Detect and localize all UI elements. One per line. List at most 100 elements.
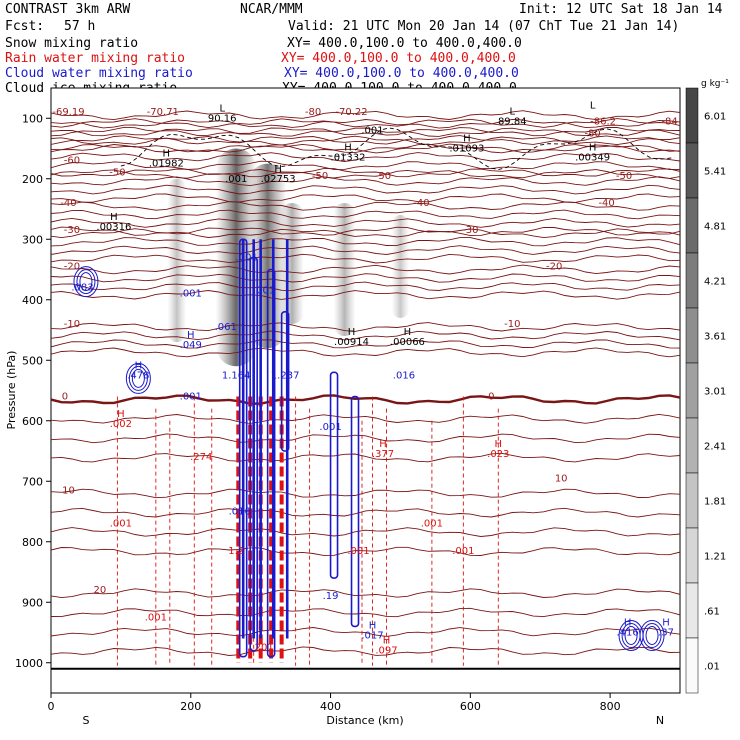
isotherm-label: -70.71	[147, 107, 179, 118]
extremum-mark: H	[589, 143, 597, 154]
isotherm-10	[51, 546, 680, 556]
extremum-value: .001	[253, 286, 275, 297]
isotherm--40	[51, 217, 680, 228]
isotherm-label: 0	[488, 392, 494, 403]
isotherm--80	[51, 135, 680, 145]
y-tick-label: 100	[22, 112, 43, 125]
extremum-value: .001	[452, 546, 474, 557]
isotherm-0	[51, 433, 680, 444]
isotherm--70	[51, 118, 680, 129]
cloud-water-contour	[280, 311, 290, 452]
y-tick-label: 700	[22, 475, 43, 488]
y-tick-label: 900	[22, 596, 43, 609]
extremum-value: .016	[229, 507, 251, 518]
fcst-label: Fcst:	[5, 19, 44, 34]
extremum-value: .01332	[331, 153, 366, 164]
extremum-value: .001	[319, 422, 341, 433]
cloud-water-ring	[76, 269, 96, 295]
isotherm--30	[51, 237, 680, 247]
valid-time: Valid: 21 UTC Mon 20 Jan 14 (07 ChT Tue …	[288, 19, 679, 34]
y-tick-label: 1000	[15, 657, 43, 670]
isotherm-label: -86.2	[590, 116, 616, 127]
colorbar-unit: g kg⁻¹	[701, 79, 729, 89]
isotherm--20	[51, 281, 680, 292]
extremum-value: .023	[487, 449, 509, 460]
extremum-value: .001	[180, 289, 202, 300]
isotherm-label: -50	[312, 171, 328, 182]
extremum-value: .002	[110, 419, 132, 430]
extremum-mark: H	[404, 327, 412, 338]
isotherm-label: -50	[616, 171, 632, 182]
isotherm--50	[51, 176, 680, 187]
isotherm-label: -80	[584, 128, 600, 139]
cloud-water-ring	[128, 365, 148, 391]
extremum-value: .001	[110, 519, 132, 530]
isotherm-label: -30	[462, 225, 478, 236]
isotherm--50	[51, 168, 680, 178]
extremum-value: .061	[215, 322, 237, 333]
extremum-mark: H	[383, 636, 391, 647]
isotherm-label: -40	[413, 198, 429, 209]
x-tick-label: 600	[460, 700, 481, 713]
isotherm-label: -20	[64, 262, 80, 273]
colorbar-swatch	[685, 417, 699, 474]
extremum-value: 1.164	[222, 370, 251, 381]
legend-xy-snow: XY= 400.0,100.0 to 400.0,400.0	[287, 36, 522, 51]
cloud-water-ring	[645, 626, 659, 646]
isotherm-label: -70.22	[335, 107, 367, 118]
extremum-value: .37	[658, 628, 674, 639]
extremum-value: .02753	[261, 174, 296, 185]
colorbar-label: 3.61	[704, 332, 726, 343]
isotherm--70	[51, 127, 680, 137]
extremum-value: .016	[393, 370, 415, 381]
extremum-value: .274	[190, 452, 212, 463]
x-axis-title: Distance (km)	[326, 714, 403, 727]
fcst-value: 57 h	[64, 19, 95, 34]
isotherm--50	[51, 184, 680, 195]
colorbar-swatch	[685, 87, 699, 144]
extremum-value: .097	[375, 646, 397, 657]
extremum-mark: H	[662, 618, 670, 629]
y-tick-label: 200	[22, 173, 43, 186]
cloud-water-ring	[642, 623, 662, 649]
isotherm-label: -50	[109, 168, 125, 179]
isotherm--20	[51, 273, 680, 283]
isotherm--40	[51, 209, 680, 220]
colorbar-swatch	[685, 527, 699, 584]
isotherm--30	[51, 253, 680, 264]
cloud-water-ring	[125, 362, 151, 394]
extremum-value: .416	[616, 628, 638, 639]
extremum-value: .00914	[334, 337, 369, 348]
extremum-value: 1.2	[228, 546, 244, 557]
isotherm-label: 10	[555, 473, 568, 484]
isotherm--30	[51, 245, 680, 255]
extremum-mark: H	[348, 327, 356, 338]
extremum-value: .001	[236, 252, 258, 263]
y-tick-label: 800	[22, 536, 43, 549]
extremum-mark: H	[344, 143, 352, 154]
colorbar-swatch	[685, 637, 699, 694]
isotherm--60	[51, 169, 680, 179]
x-tick-label: 400	[320, 700, 341, 713]
direction-north: N	[656, 714, 664, 727]
colorbar-swatch	[685, 142, 699, 199]
x-tick-label: 800	[600, 700, 621, 713]
isotherm--40	[51, 201, 680, 211]
extremum-mark: H	[463, 134, 471, 145]
isotherm--10	[51, 347, 680, 358]
isotherm--10	[51, 339, 680, 349]
x-tick-label: 200	[180, 700, 201, 713]
cloud-water-ring	[79, 272, 93, 292]
cloud-ice-contour	[120, 127, 675, 171]
y-axis-title: Pressure (hPa)	[5, 351, 18, 430]
isotherm-label: -80	[305, 107, 321, 118]
snow-column	[280, 202, 304, 324]
isotherm--10	[51, 322, 680, 332]
init-time: Init: 12 UTC Sat 18 Jan 14	[519, 2, 723, 17]
colorbar-label: 5.41	[704, 167, 726, 178]
y-tick-label: 400	[22, 294, 43, 307]
isotherm--70	[51, 135, 680, 146]
extremum-mark: H	[369, 621, 377, 632]
extremum-value: .001	[225, 174, 247, 185]
